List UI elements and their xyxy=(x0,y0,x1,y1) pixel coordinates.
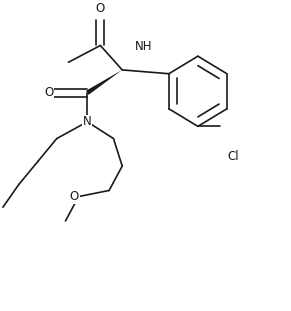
Text: O: O xyxy=(44,86,54,99)
Text: NH: NH xyxy=(134,40,152,53)
Text: Cl: Cl xyxy=(227,150,239,163)
Text: O: O xyxy=(70,190,79,203)
Text: O: O xyxy=(96,2,105,15)
Text: N: N xyxy=(83,115,92,128)
Polygon shape xyxy=(86,70,122,95)
